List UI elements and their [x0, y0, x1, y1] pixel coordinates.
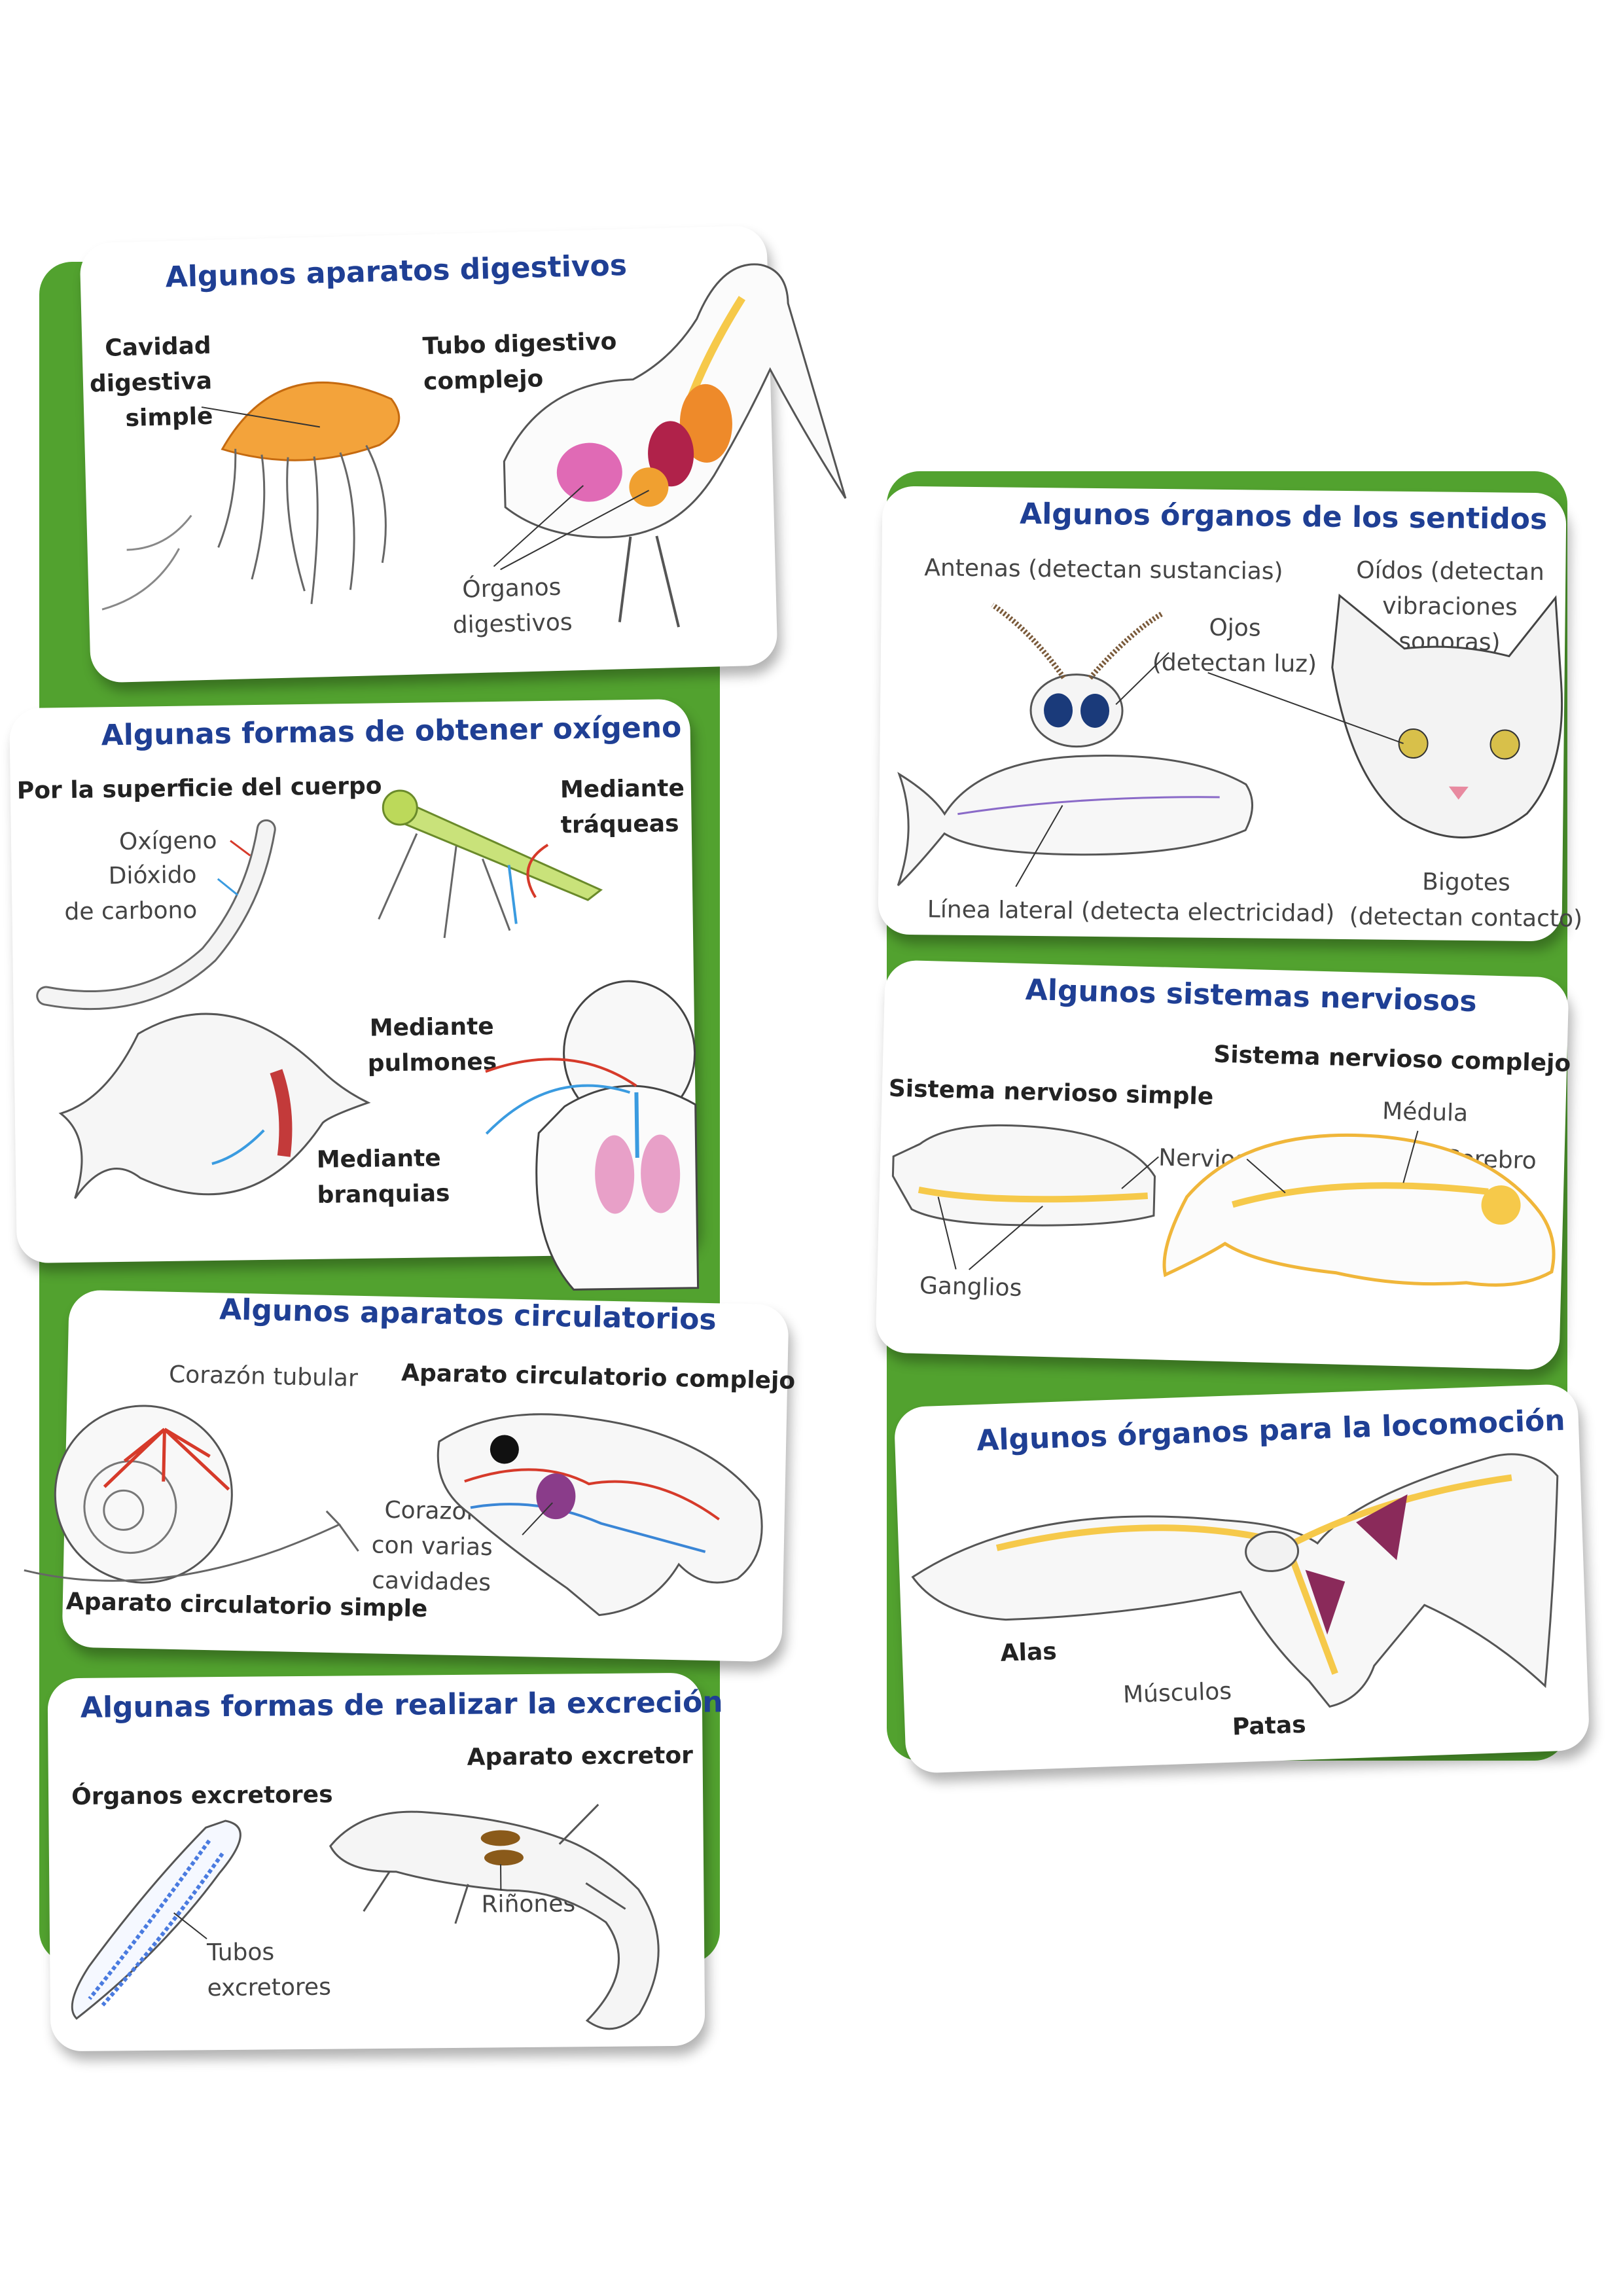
lateral-fish-illustration	[897, 755, 1253, 888]
worm-illustration	[36, 819, 276, 1011]
chimpanzee-illustration	[485, 980, 700, 1291]
card-digestive: Algunos aparatos digestivos Cavidad dige…	[79, 225, 847, 683]
jellyfish-illustration	[101, 381, 401, 611]
snail-illustration	[24, 1405, 359, 1584]
card-senses: Algunos órganos de los sentidos Antenas …	[878, 486, 1582, 942]
flatworm-illustration	[71, 1820, 241, 2020]
gill-fish-illustration	[58, 1013, 371, 1199]
card-circulatory: Algunos aparatos circulatorios Corazón t…	[24, 1289, 796, 1662]
card-oxygen: Algunas formas de obtener oxígeno Por la…	[9, 698, 700, 1291]
lizard-illustration	[329, 1803, 660, 2030]
cat-illustration	[1207, 593, 1563, 839]
insect-illustration	[378, 789, 603, 939]
pelican-illustration	[493, 263, 847, 628]
snail-nervous-illustration	[891, 1124, 1159, 1270]
card-excretion: Algunas formas de realizar la excreción …	[47, 1672, 723, 2052]
frog-illustration	[437, 1413, 763, 1617]
rat-nervous-illustration	[1162, 1130, 1556, 1287]
card-locomotion: Algunos órganos para la locomoción Alas …	[893, 1383, 1590, 1774]
card-nervous: Algunos sistemas nerviosos Sistema nervi…	[875, 960, 1571, 1371]
moth-illustration	[991, 603, 1169, 748]
eagle-illustration	[911, 1453, 1559, 1708]
